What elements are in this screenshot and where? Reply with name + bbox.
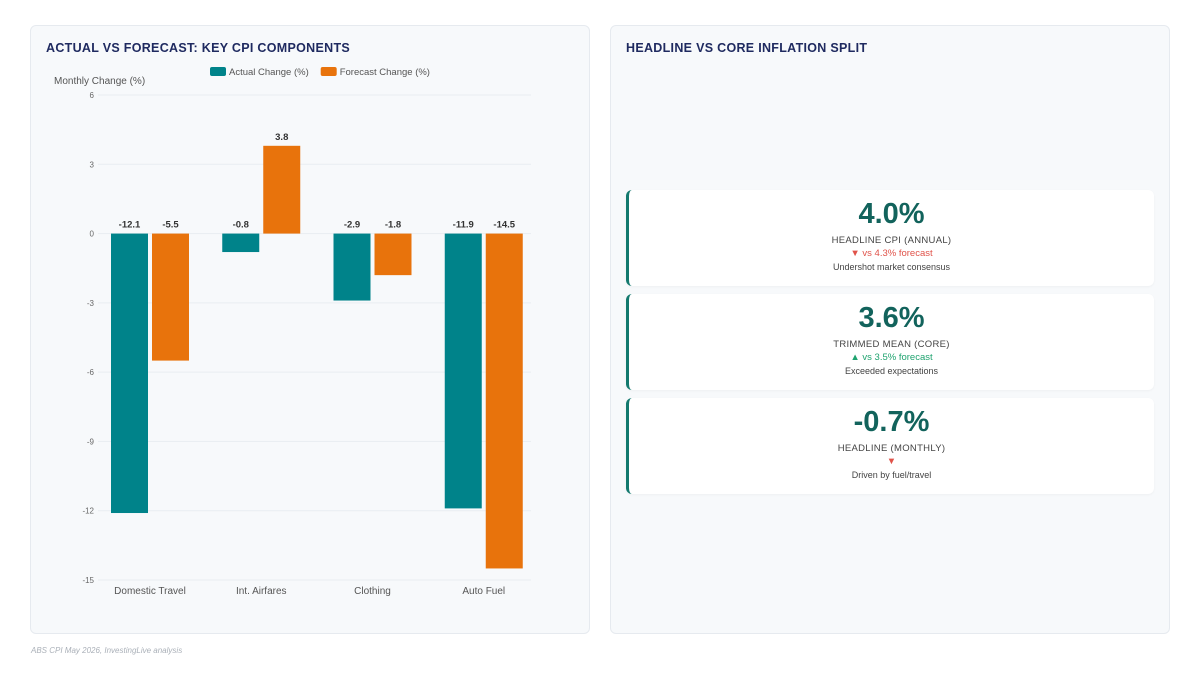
split-panel-title: HEADLINE VS CORE INFLATION SPLIT: [626, 41, 868, 55]
bar-actual: [333, 233, 371, 301]
legend-swatch-forecast: [320, 67, 337, 76]
bar-value-label: -0.8: [233, 220, 249, 231]
y-axis-label: Monthly Change (%): [54, 76, 145, 87]
source-footnote: ABS CPI May 2026, InvestingLive analysis: [31, 646, 183, 655]
kpi-note: Driven by fuel/travel: [851, 470, 932, 480]
kpi-label: TRIMMED MEAN (CORE): [833, 339, 950, 350]
legend-swatch-actual: [210, 67, 226, 76]
x-tick-label: Clothing: [354, 586, 391, 597]
x-tick-label: Int. Airfares: [236, 586, 287, 597]
bar-value-label: -12.1: [119, 220, 141, 231]
legend-label-actual: Actual Change (%): [229, 67, 309, 78]
bar-value-label: -2.9: [344, 220, 360, 231]
bar-forecast: [263, 145, 301, 234]
y-tick-label: -15: [82, 576, 94, 585]
kpi-label: HEADLINE (MONTHLY): [837, 443, 946, 454]
kpi-label: HEADLINE CPI (ANNUAL): [831, 235, 952, 246]
bar-forecast: [374, 233, 412, 276]
legend-label-forecast: Forecast Change (%): [340, 67, 430, 78]
y-tick-label: -3: [87, 299, 95, 308]
bar-value-label: 3.8: [275, 132, 288, 143]
kpi-forecast-comparison: ▼ vs 4.3% forecast: [850, 248, 933, 259]
components-chart-panel: ACTUAL VS FORECAST: KEY CPI COMPONENTS 6…: [30, 25, 590, 634]
bar-forecast: [152, 233, 189, 361]
y-tick-label: 6: [90, 91, 95, 100]
kpi-card-trimmed-mean: 3.6% TRIMMED MEAN (CORE) ▲ vs 3.5% forec…: [626, 294, 1154, 390]
kpi-value: 4.0%: [858, 198, 925, 230]
bar-actual: [111, 233, 148, 514]
inflation-split-panel: HEADLINE VS CORE INFLATION SPLIT 4.0% HE…: [610, 25, 1170, 634]
bar-value-label: -14.5: [493, 220, 515, 231]
y-tick-label: 0: [90, 230, 95, 239]
kpi-note: Undershot market consensus: [832, 262, 951, 272]
kpi-value: 3.6%: [858, 302, 925, 334]
kpi-note: Exceeded expectations: [844, 366, 939, 376]
y-tick-label: 3: [90, 160, 95, 169]
bar-value-label: -1.8: [385, 220, 401, 231]
y-tick-label: -9: [87, 437, 95, 446]
y-tick-label: -6: [87, 368, 95, 377]
y-tick-label: -12: [82, 507, 94, 516]
bar-actual: [444, 233, 482, 509]
bar-value-label: -5.5: [162, 220, 179, 231]
bar-value-label: -11.9: [453, 220, 474, 231]
kpi-card-headline-annual: 4.0% HEADLINE CPI (ANNUAL) ▼ vs 4.3% for…: [626, 190, 1154, 286]
cpi-components-bar-chart: 6 3 0 -3 -6 -9 -12 -15 Monthly Change (%) Actual …: [54, 67, 531, 597]
kpi-forecast-comparison: ▲ vs 3.5% forecast: [850, 352, 933, 363]
kpi-forecast-comparison: ▼: [886, 456, 897, 467]
chart-panel-title: ACTUAL VS FORECAST: KEY CPI COMPONENTS: [46, 41, 351, 55]
kpi-value: -0.7%: [853, 406, 930, 438]
x-tick-label: Auto Fuel: [462, 586, 505, 597]
bar-actual: [222, 233, 260, 253]
bar-forecast: [485, 233, 523, 569]
x-tick-label: Domestic Travel: [114, 586, 186, 597]
kpi-card-headline-monthly: -0.7% HEADLINE (MONTHLY) ▼ Driven by fue…: [626, 398, 1154, 494]
